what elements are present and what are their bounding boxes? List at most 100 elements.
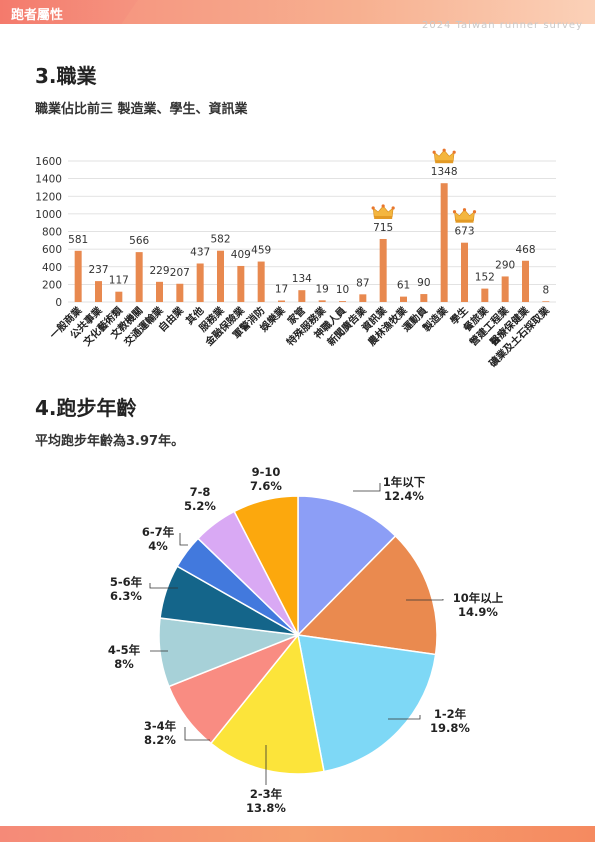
pie-label: 7-8 xyxy=(190,485,211,499)
survey-label: 2024 Taiwan runner survey xyxy=(421,20,583,31)
occupation-subtitle: 職業佔比前三 製造業、學生、資訊業 xyxy=(35,102,248,117)
pie-label: 6-7年 xyxy=(142,525,175,539)
pie-percent-label: 6.3% xyxy=(110,589,142,603)
bar xyxy=(318,300,326,302)
bar xyxy=(74,250,82,302)
pie-slice xyxy=(297,495,397,637)
y-tick-label: 400 xyxy=(42,262,62,274)
pie-leader-line xyxy=(184,727,210,741)
pie-percent-label: 7.6% xyxy=(250,479,282,493)
pie-label: 5-6年 xyxy=(110,575,143,589)
bar-value-label: 87 xyxy=(356,277,369,289)
bar xyxy=(359,294,367,302)
bar xyxy=(420,294,428,302)
bar-value-label: 134 xyxy=(292,273,312,285)
pie-leader-line xyxy=(179,533,188,546)
bar xyxy=(542,301,550,302)
y-tick-label: 200 xyxy=(42,279,62,291)
pie-percent-label: 12.4% xyxy=(384,489,424,503)
pie-label: 4-5年 xyxy=(108,643,141,657)
bar-value-label: 61 xyxy=(397,280,410,292)
bar-value-label: 8 xyxy=(542,284,549,296)
bar xyxy=(461,242,468,302)
bar xyxy=(237,265,245,302)
y-tick-label: 1400 xyxy=(35,174,62,186)
bar-value-label: 207 xyxy=(170,267,190,279)
pie-percent-label: 19.8% xyxy=(430,721,470,735)
bar-value-label: 468 xyxy=(515,244,535,256)
pie-percent-label: 8% xyxy=(114,657,134,671)
running-age-subtitle: 平均跑步年齡為3.97年。 xyxy=(35,434,185,449)
bar-value-label: 117 xyxy=(109,275,129,287)
pie-percent-label: 14.9% xyxy=(458,605,498,619)
crown-icon xyxy=(371,204,395,219)
bar xyxy=(379,238,387,302)
pie-label: 10年以上 xyxy=(453,591,504,605)
bar-value-label: 10 xyxy=(336,284,349,296)
bar-value-label: 229 xyxy=(149,265,169,277)
bar-value-label: 566 xyxy=(129,235,149,247)
footer-bar xyxy=(0,826,595,842)
pie-label: 3-4年 xyxy=(144,719,177,733)
header-tab-label: 跑者屬性 xyxy=(11,8,64,23)
bar xyxy=(522,260,529,302)
bar xyxy=(257,261,265,302)
pie-slice xyxy=(296,534,438,656)
pie-leader-line xyxy=(406,599,444,601)
pie-slice xyxy=(233,495,299,636)
bar-value-label: 1348 xyxy=(431,166,458,178)
bar xyxy=(440,183,448,302)
bar-value-label: 17 xyxy=(275,284,288,296)
bar xyxy=(278,300,285,302)
bar xyxy=(298,290,306,302)
bar xyxy=(196,263,204,302)
bar-value-label: 290 xyxy=(495,259,515,271)
pie-leader-line xyxy=(388,715,421,720)
y-tick-label: 1200 xyxy=(35,191,62,203)
pie-leader-line xyxy=(353,483,381,492)
pie-percent-label: 4% xyxy=(148,539,168,553)
crown-icon xyxy=(452,208,477,223)
bar xyxy=(176,283,184,302)
pie-percent-label: 13.8% xyxy=(246,801,286,815)
occupation-bar-chart: 02004006008001000120014001600581一般商業237公… xyxy=(35,148,556,370)
y-tick-label: 600 xyxy=(42,244,62,256)
bar xyxy=(115,291,123,302)
header-tab: 跑者屬性 xyxy=(0,0,138,24)
bar-value-label: 437 xyxy=(190,246,210,258)
pie-label: 1-2年 xyxy=(434,707,467,721)
bar xyxy=(156,281,163,302)
bar-value-label: 152 xyxy=(475,272,495,284)
pie-label: 2-3年 xyxy=(250,787,283,801)
pie-leader-line xyxy=(149,583,178,589)
bar xyxy=(339,301,346,302)
pie-label: 9-10 xyxy=(252,465,281,479)
bar-value-label: 409 xyxy=(231,249,251,261)
running-age-title: 4.跑步年齡 xyxy=(35,396,137,420)
pie-percent-label: 5.2% xyxy=(184,499,216,513)
pie-slice xyxy=(209,633,325,775)
pie-label: 1年以下 xyxy=(383,475,426,489)
bar-value-label: 582 xyxy=(210,234,230,246)
bar-value-label: 237 xyxy=(88,264,108,276)
bar-value-label: 19 xyxy=(315,283,328,295)
bar-value-label: 90 xyxy=(417,277,430,289)
y-tick-label: 0 xyxy=(55,297,62,309)
y-tick-label: 1000 xyxy=(35,209,62,221)
bar-value-label: 715 xyxy=(373,222,393,234)
y-tick-label: 800 xyxy=(42,227,62,239)
occupation-title: 3.職業 xyxy=(35,64,97,88)
pie-percent-label: 8.2% xyxy=(144,733,176,747)
bar-value-label: 673 xyxy=(454,226,474,238)
bar xyxy=(95,281,102,302)
crown-icon xyxy=(432,148,456,164)
bar xyxy=(135,252,143,302)
bar xyxy=(481,288,489,302)
bar xyxy=(217,250,224,302)
bar xyxy=(400,296,407,302)
pie-slice xyxy=(297,634,437,773)
bar-value-label: 581 xyxy=(68,234,88,246)
y-tick-label: 1600 xyxy=(35,156,62,168)
bar-value-label: 459 xyxy=(251,245,271,257)
